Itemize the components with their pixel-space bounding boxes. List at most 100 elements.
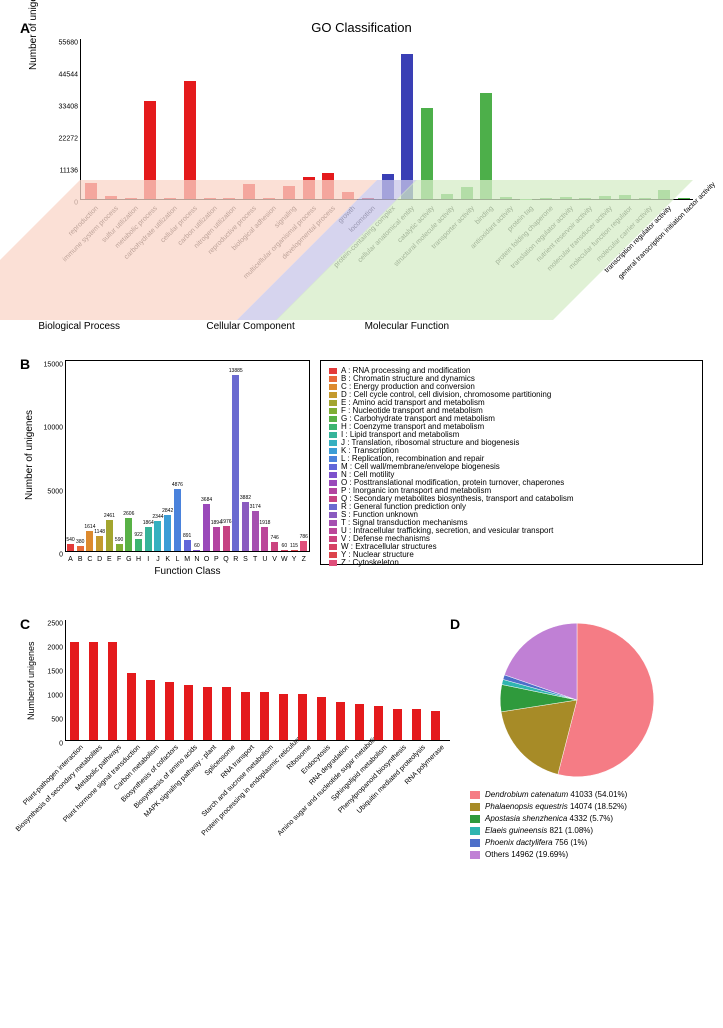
bar-letter: W (281, 556, 288, 563)
legend-text: Phoenix dactylifera 756 (1%) (485, 838, 587, 847)
legend-swatch (470, 791, 480, 799)
bar (146, 680, 155, 740)
bar (279, 694, 288, 740)
bar-letter: T (253, 556, 257, 563)
panel-c-plot: 05001000150020002500Plant-pathogen inter… (65, 620, 450, 741)
bar (291, 550, 298, 551)
legend-swatch (329, 544, 337, 550)
legend-swatch (329, 384, 337, 390)
legend-swatch (329, 480, 337, 486)
bar-letter: P (214, 556, 219, 563)
bar-value: 1918 (259, 520, 270, 526)
bar-letter: F (117, 556, 121, 563)
legend-swatch (470, 839, 480, 847)
bar-letter: E (107, 556, 112, 563)
panel-a-plot: 01113622272334084454455680reproductionim… (80, 39, 693, 200)
legend-swatch (329, 464, 337, 470)
bar (336, 702, 345, 740)
bar (145, 527, 152, 551)
ytick: 5000 (47, 488, 66, 495)
bar-value: 3684 (201, 497, 212, 503)
panel-a-ylabel: Number of unigenes (28, 0, 39, 70)
panel-c-label: C (20, 616, 30, 632)
bar-letter: N (194, 556, 199, 563)
bar (193, 550, 200, 551)
panel-b-legend: A : RNA processing and modificationB : C… (320, 360, 703, 565)
bar-letter: R (233, 556, 238, 563)
bar-letter: S (243, 556, 248, 563)
group-label: Biological Process (38, 321, 120, 332)
bar-value: 4876 (172, 482, 183, 488)
bar-letter: Y (292, 556, 297, 563)
legend-swatch (329, 552, 337, 558)
group-label: Molecular Function (365, 321, 449, 332)
bar (374, 706, 383, 740)
panel-a: A GO Classification Number of unigenes 0… (20, 20, 703, 350)
bar (67, 544, 74, 551)
legend-item: Elaeis guineensis 821 (1.08%) (470, 826, 703, 835)
bar-value: 13885 (229, 368, 243, 374)
bar (222, 687, 231, 740)
bar-letter: D (97, 556, 102, 563)
legend-swatch (329, 432, 337, 438)
bar (89, 642, 98, 740)
ytick: 0 (59, 741, 66, 748)
legend-swatch (470, 851, 480, 859)
legend-swatch (329, 512, 337, 518)
bar (77, 546, 84, 551)
bar-letter: L (175, 556, 179, 563)
bar (412, 709, 421, 740)
legend-item: Apostasia shenzhenica 4332 (5.7%) (470, 814, 703, 823)
bar (355, 704, 364, 740)
bar (96, 536, 103, 551)
bar-value: 786 (300, 534, 308, 540)
bar-letter: Z (302, 556, 306, 563)
legend-item: Phoenix dactylifera 756 (1%) (470, 838, 703, 847)
bar-value: 1864 (143, 520, 154, 526)
bar (184, 540, 191, 551)
bar (241, 692, 250, 740)
bar (165, 682, 174, 740)
ytick: 33408 (59, 104, 81, 111)
bar-value: 2344 (152, 514, 163, 520)
legend-swatch (329, 400, 337, 406)
legend-swatch (329, 528, 337, 534)
bar-letter: B (78, 556, 83, 563)
bar-letter: G (126, 556, 131, 563)
bar (232, 375, 239, 551)
bar (135, 539, 142, 551)
x-category-label: RNA polymerase (353, 744, 446, 837)
legend-text: Phalaenopsis equestris 14074 (18.52%) (485, 802, 627, 811)
panel-d-label: D (450, 616, 460, 632)
bar-letter: V (272, 556, 277, 563)
legend-swatch (329, 368, 337, 374)
bar (213, 527, 220, 551)
bar (242, 502, 249, 551)
ytick: 11136 (60, 168, 81, 175)
legend-item: Dendrobium catenatum 41033 (54.01%) (470, 790, 703, 799)
bar-value: 540 (66, 537, 74, 543)
bar-letter: K (165, 556, 170, 563)
legend-swatch (329, 560, 337, 566)
bar-value: 922 (134, 532, 142, 538)
bar (184, 685, 193, 740)
ytick: 500 (51, 717, 66, 724)
legend-swatch (470, 827, 480, 835)
legend-swatch (329, 456, 337, 462)
bar (393, 709, 402, 740)
x-category-label: Ubiquitin mediated proteolysis (334, 744, 427, 837)
legend-swatch (329, 408, 337, 414)
bar-value: 60 (282, 543, 288, 549)
ytick: 1500 (47, 669, 66, 676)
legend-swatch (329, 392, 337, 398)
bar-value: 2461 (104, 513, 115, 519)
bar (106, 520, 113, 551)
legend-swatch (329, 440, 337, 446)
legend-swatch (470, 803, 480, 811)
bar (298, 694, 307, 740)
bar (108, 642, 117, 740)
legend-swatch (329, 472, 337, 478)
bar (116, 544, 123, 551)
legend-text: Dendrobium catenatum 41033 (54.01%) (485, 790, 627, 799)
legend-item: Others 14962 (19.69%) (470, 850, 703, 859)
